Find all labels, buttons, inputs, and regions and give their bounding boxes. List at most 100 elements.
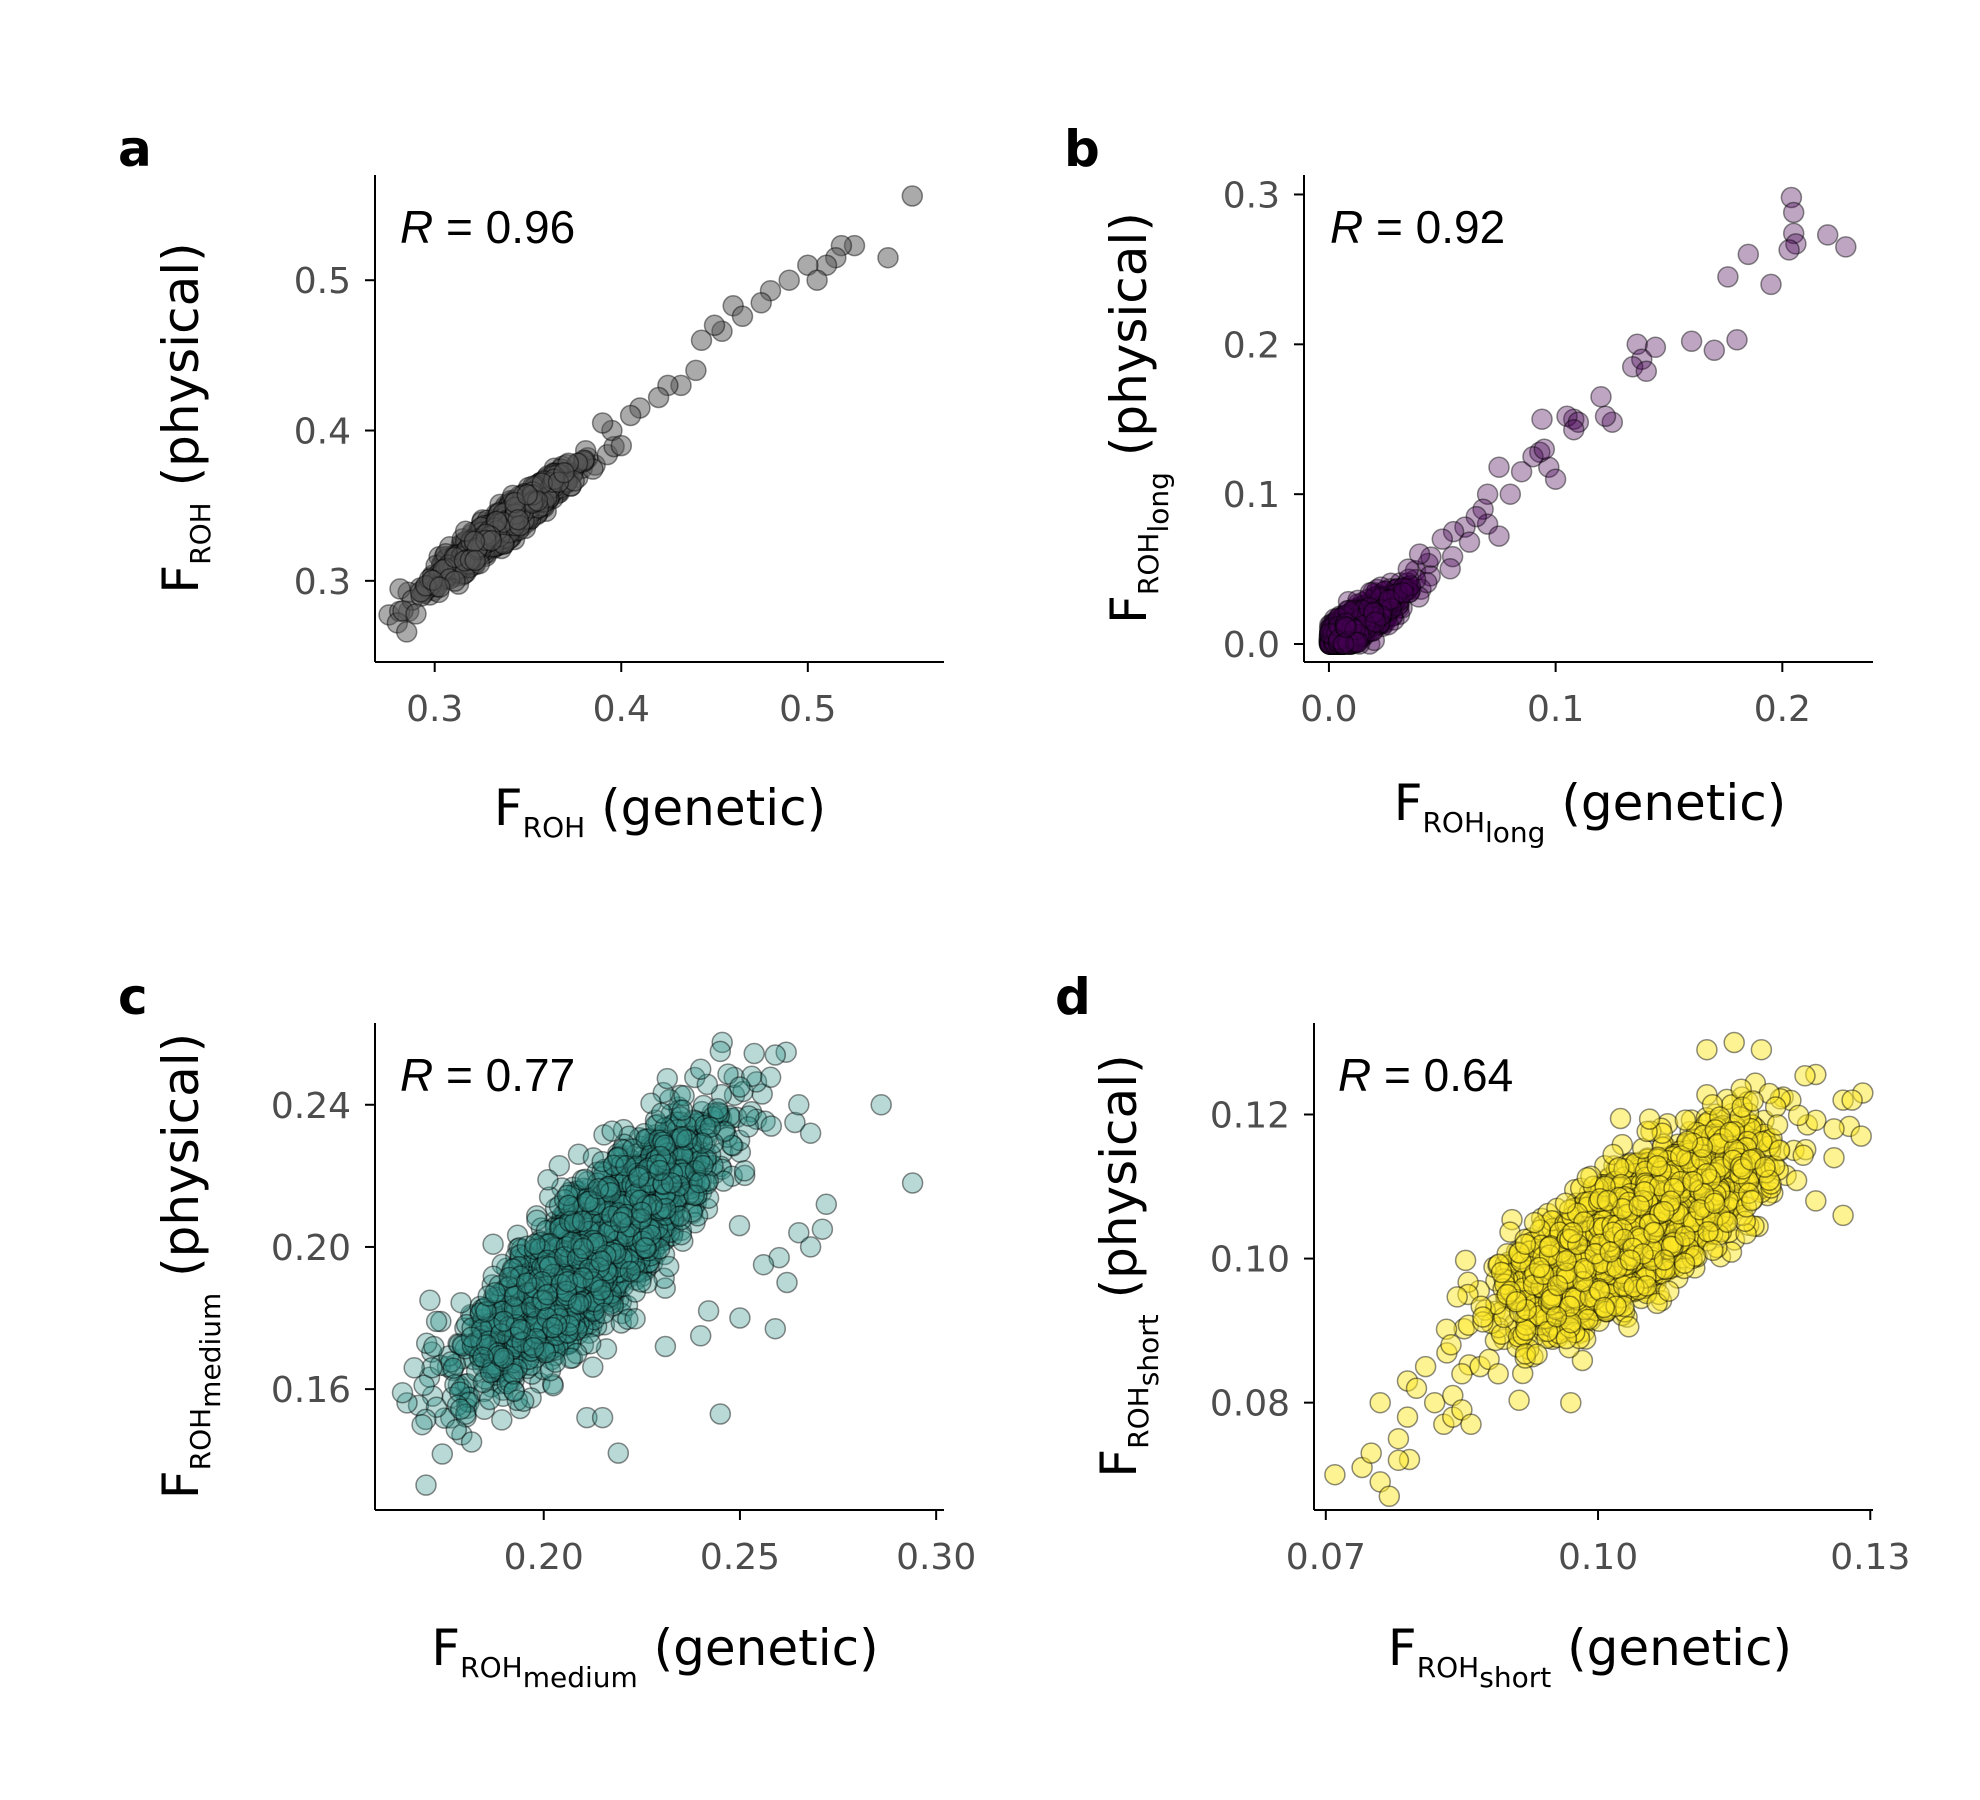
panel-b-point-945	[1397, 558, 1420, 580]
panel-b-point-911	[1680, 330, 1703, 353]
panel-b-point-909	[1717, 266, 1739, 288]
panel-b-x-label: FROHlong (genetic)	[1394, 774, 1787, 849]
panel-c-point-2500	[688, 1172, 711, 1194]
panel-a-point-1426	[395, 621, 418, 643]
panel-a-point-1410	[750, 292, 772, 314]
panel-a-y-tick-label-0: 0.3	[294, 562, 351, 603]
panel-a-x-tick-label-1: 0.4	[593, 689, 650, 730]
panel-b-point-908	[1737, 243, 1760, 266]
panel-a-point-1407	[806, 269, 828, 291]
panel-c-point-2204	[759, 1066, 782, 1089]
panel-c: c 0.20 0.25 0.300.160.200.24 R = 0.77 FROH…	[118, 968, 976, 1694]
panel-b-point-941	[1431, 528, 1454, 550]
panel-b-point-933	[1499, 483, 1522, 505]
panel-b-y-tick-label-2: 0.2	[1223, 325, 1280, 366]
panel-a-point-1387	[429, 576, 451, 598]
panel-c-point-2545	[627, 1166, 650, 1189]
panel-b-y-tick-label-0: 0.0	[1223, 625, 1280, 666]
panel-a-point-1399	[507, 508, 529, 531]
panel-a-point-1395	[553, 461, 575, 484]
panel-b-x-tick-label-0: 0.0	[1300, 689, 1357, 730]
panel-b-point-930	[1533, 438, 1556, 460]
panel-c-point-2485	[431, 1443, 454, 1465]
panel-a-r-label: R = 0.96	[400, 201, 575, 253]
panel-a-point-1397	[516, 484, 539, 506]
panel-c-point-2382	[537, 1169, 559, 1191]
panel-a-point-1423	[610, 434, 633, 457]
panel-c-point-2552	[515, 1272, 538, 1294]
panel-b-y-tick-label-1: 0.1	[1223, 475, 1280, 516]
panel-a-point-1424	[591, 412, 614, 434]
panel-a-point-1421	[619, 404, 642, 427]
panel-b: b 0.0 0.1 0.2 0.0 0.1 0.2 0.3 R = 0.92 FROHlon…	[1064, 120, 1873, 849]
panel-letter-b: b	[1064, 120, 1100, 178]
panel-a-point-1401	[877, 246, 899, 269]
panel-c-point-2274	[671, 1099, 694, 1121]
panel-b-points	[1318, 186, 1857, 655]
panel-c-point-2541	[484, 1281, 506, 1304]
panel-c-point-2532	[460, 1326, 483, 1348]
panel-b-point-917	[1635, 360, 1658, 383]
panel-c-point-1520	[582, 1356, 604, 1378]
panel-c-point-2228	[601, 1120, 623, 1142]
panel-b-point-942	[1458, 531, 1481, 553]
panel-b-point-907	[1760, 273, 1782, 296]
panel-b-point-903	[1835, 236, 1857, 258]
panel-b-r-label: R = 0.92	[1330, 201, 1505, 253]
panel-a-points	[378, 185, 924, 643]
panel-c-point-2327	[650, 1102, 673, 1124]
panel-b-point-928	[1544, 468, 1567, 490]
panel-c-point-2231	[733, 1160, 756, 1182]
panel-c-point-872	[491, 1409, 513, 1431]
panel-a-point-1419	[647, 386, 670, 409]
panel-c-point-1756	[656, 1067, 679, 1090]
panel-a-point-1416	[685, 359, 707, 382]
panel-b-point-922	[1594, 405, 1617, 428]
panel-a-point-1428	[405, 603, 427, 625]
panel-c-point-965	[425, 1310, 448, 1333]
panel-a: a 0.3 0.4 0.50.30.40.5 R = 0.96 FROH (gene…	[118, 120, 944, 844]
panel-c-point-1261	[450, 1291, 472, 1314]
panel-c-point-2555	[503, 1380, 525, 1403]
panel-c-point-1716	[460, 1431, 483, 1453]
panel-b-point-884	[1392, 582, 1415, 604]
panel-c-point-2576	[567, 1293, 590, 1315]
panel-a-x-tick-label-0: 0.3	[406, 689, 463, 730]
panel-b-point-619	[1439, 558, 1461, 580]
panel-c-point-2344	[657, 1255, 680, 1278]
panel-c-point-2518	[593, 1302, 615, 1325]
panel-c-point-2504	[449, 1398, 472, 1420]
panel-b-point-910	[1726, 329, 1748, 351]
panel-b-point-929	[1510, 460, 1533, 483]
panel-a-point-1408	[778, 269, 800, 291]
panel-a-point-1412	[731, 305, 754, 328]
panel-c-point-2577	[482, 1233, 504, 1255]
panel-a-point-1398	[464, 549, 486, 572]
panel-b-x-tick-label-1: 0.1	[1527, 689, 1584, 730]
panel-b-y-tick-label-3: 0.3	[1223, 175, 1280, 216]
panel-b-y-label: FROHlong (physical)	[1100, 212, 1175, 624]
panel-a-point-1400	[901, 185, 924, 207]
panel-b-point-892	[1364, 611, 1387, 633]
panel-c-point-697	[743, 1042, 765, 1065]
panel-a-point-1394	[463, 530, 486, 553]
panel-b-point-901	[1782, 201, 1805, 224]
panel-a-y-label: FROH (physical)	[152, 242, 217, 593]
panel-b-point-906	[1778, 239, 1800, 261]
panel-b-point-902	[1816, 224, 1839, 246]
panel-letter-c: c	[118, 968, 148, 1026]
panel-a-y-tick-label-2: 0.5	[294, 261, 351, 302]
panel-b-x-tick-label-2: 0.2	[1754, 689, 1811, 730]
panel-b-point-932	[1488, 456, 1510, 478]
panel-c-point-2559	[619, 1260, 641, 1283]
panel-a-x-tick-label-2: 0.5	[779, 689, 836, 730]
panel-b-point-912	[1703, 339, 1726, 362]
panel-c-point-2530	[472, 1346, 494, 1368]
panel-c-point-2168	[728, 1214, 751, 1237]
panel-b-point-931	[1590, 386, 1612, 408]
panel-a-point-1415	[690, 329, 713, 352]
panel-b-point-924	[1531, 408, 1553, 430]
panel-letter-a: a	[118, 120, 152, 178]
panel-b-point-899	[1335, 616, 1357, 639]
